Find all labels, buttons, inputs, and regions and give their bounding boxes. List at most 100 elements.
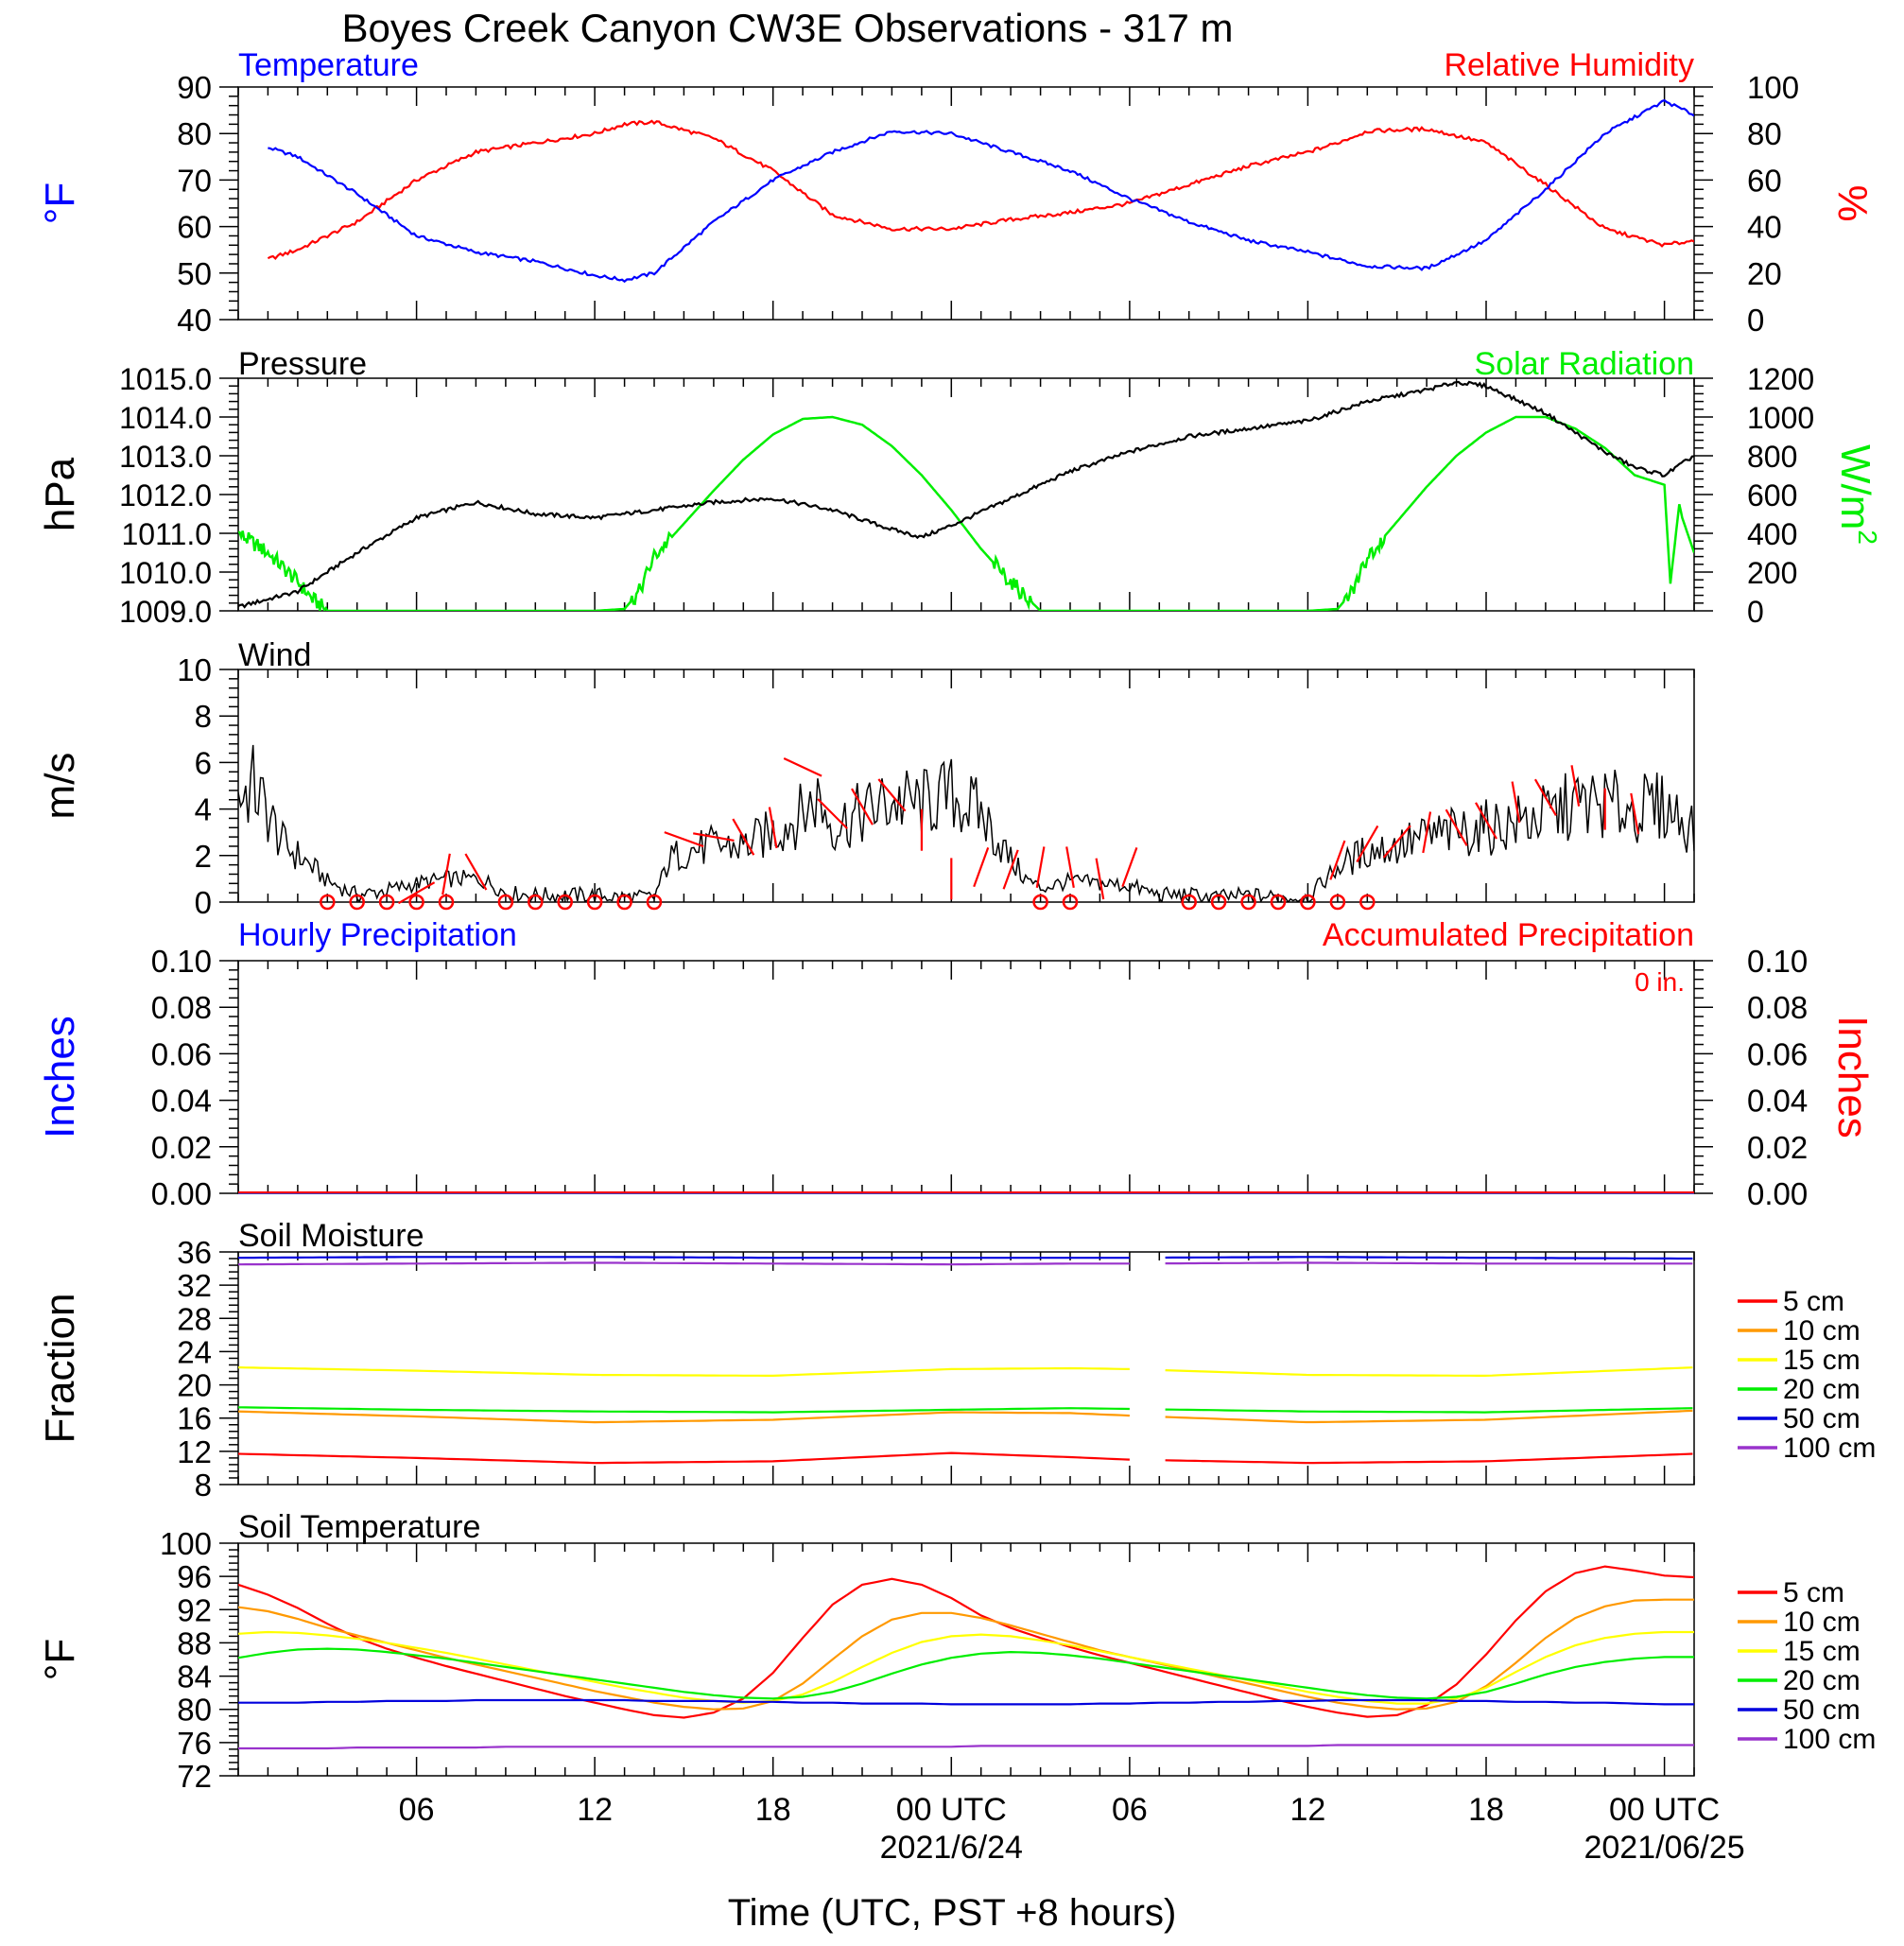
soil-temp-y-tick-label: 72 [177,1759,212,1794]
soil-moisture-title: Soil Moisture [238,1218,424,1254]
soil-temp-y-tick-label: 100 [160,1526,212,1561]
calm-marker [1300,894,1316,911]
temp-rh-y2-tick-label: 80 [1747,116,1782,151]
precip-y-tick-label: 0.08 [151,990,212,1025]
precip-y2-tick-label: 0.02 [1747,1130,1808,1165]
calm-marker [1210,894,1227,911]
wind-barb [732,818,755,856]
wind-y-tick-label: 8 [195,699,212,734]
precip-right-title: Accumulated Precipitation [1323,917,1694,953]
wind-y-tick-label: 2 [195,839,212,874]
temp-rh-y-title: °F [37,182,83,224]
soil-moisture-line-20cm [238,1406,1693,1414]
temp-rh-y-tick-label: 80 [177,116,212,151]
wind-x-ticks [237,669,1695,902]
calm-marker [1359,894,1376,911]
pressure-solar-y-tick-label: 1011.0 [122,517,213,551]
calm-marker [1032,894,1048,911]
precip-y2-tick-label: 0.08 [1747,990,1808,1025]
soil-temp-legend-label: 50 cm [1783,1694,1861,1726]
wind-barb [1422,811,1432,854]
soil-temp-legend-label: 20 cm [1783,1665,1861,1696]
wind-barb [1533,778,1557,816]
calm-marker [1240,894,1256,911]
calm-marker [1062,894,1079,911]
pressure-solar-y2-tick-label: 400 [1747,517,1797,551]
pressure-solar-y2-tick-label: 800 [1747,440,1797,474]
wind-frame [237,669,1695,903]
x-tick-label: 06 [1112,1792,1148,1828]
temp-rh-left-title: Temperature [238,47,419,83]
x-tick-label: 00 UTC [1609,1792,1720,1828]
wind-barb [693,832,735,842]
wind-barb [817,798,848,829]
x-date-label: 2021/6/24 [880,1830,1023,1866]
wind-speed-line [238,744,1694,902]
soil-temp-x-ticks [237,1543,1695,1776]
precip-left-title: Hourly Precipitation [238,917,517,953]
wind-left-ticks [219,669,238,903]
soil-moisture-y-tick-label: 32 [177,1268,212,1303]
soil-moisture-line-100cm [238,1261,1693,1266]
precip-y-tick-label: 0.02 [151,1130,212,1165]
pressure-line [238,380,1694,609]
soil-temp-legend-label: 100 cm [1783,1724,1876,1755]
soil-moisture-legend-label: 20 cm [1783,1374,1861,1405]
soil-temp-frame [237,1542,1695,1777]
wind-barb [1382,825,1411,859]
wind-title: Wind [238,637,311,673]
wind-barb [397,881,436,905]
wind-y-title: m/s [37,753,83,820]
pressure-solar-y-tick-label: 1012.0 [119,478,212,513]
temp-rh-y-tick-label: 50 [177,256,212,291]
wind-barb [1475,802,1497,840]
precip-total-label: 0 in. [1635,967,1685,997]
wind-y-tick-label: 6 [195,745,212,780]
soil-temp-legend-label: 15 cm [1783,1636,1861,1667]
precip-x-ticks [237,961,1695,1193]
figure-title: Boyes Creek Canyon CW3E Observations - 3… [341,6,1233,50]
wind-barb [1035,846,1046,888]
precip-right-ticks [1694,960,1713,1194]
temp-rh-y2-tick-label: 40 [1747,210,1782,245]
soil-temp-left-ticks [219,1542,238,1777]
temp-rh-y2-title: % [1829,184,1876,221]
calm-marker [1329,894,1346,911]
soil-temp-y-tick-label: 88 [177,1625,212,1660]
calm-marker [557,894,573,911]
calm-marker [616,894,632,911]
soil-moisture-y-tick-label: 16 [177,1401,212,1436]
soil-moisture-legend-label: 50 cm [1783,1403,1861,1434]
wind-y-tick-label: 10 [177,652,212,687]
wind-barb [877,778,907,812]
wind-barb [1065,846,1075,888]
x-tick-label: 18 [1468,1792,1504,1828]
pressure-solar-y-tick-label: 1015.0 [119,362,212,396]
soil-temp-line-5cm [238,1565,1694,1719]
soil-moisture-line-50cm [238,1256,1693,1260]
temp-rh-y-tick-label: 90 [177,70,212,105]
soil-moisture-y-tick-label: 20 [177,1368,212,1403]
soil-moisture-y-title: Fraction [37,1294,83,1444]
soil-moisture-legend-label: 15 cm [1783,1345,1861,1376]
soil-moisture-y-tick-label: 8 [195,1468,212,1503]
pressure-solar-left-title: Pressure [238,346,367,382]
temp-rh-x-ticks [237,87,1695,320]
temp-rh-right-title: Relative Humidity [1444,47,1694,83]
soil-moisture-y-tick-label: 28 [177,1301,212,1336]
soil-temp-y-tick-label: 76 [177,1726,212,1761]
rh-series-line [267,119,1694,260]
wind-barb [783,757,822,777]
soil-moisture-line-10cm [238,1409,1693,1424]
soil-temp-y-tick-label: 92 [177,1592,212,1627]
precip-frame [237,960,1695,1194]
wind-barb [1630,792,1640,835]
wind-barb [664,831,704,848]
wind-barb [1121,847,1138,888]
temp-rh-y2-tick-label: 20 [1747,256,1782,291]
pressure-solar-right-ticks [1694,377,1713,612]
calm-marker [349,894,365,911]
soil-temp-legend-label: 10 cm [1783,1607,1861,1638]
pressure-solar-y2-tick-label: 1000 [1747,401,1814,435]
